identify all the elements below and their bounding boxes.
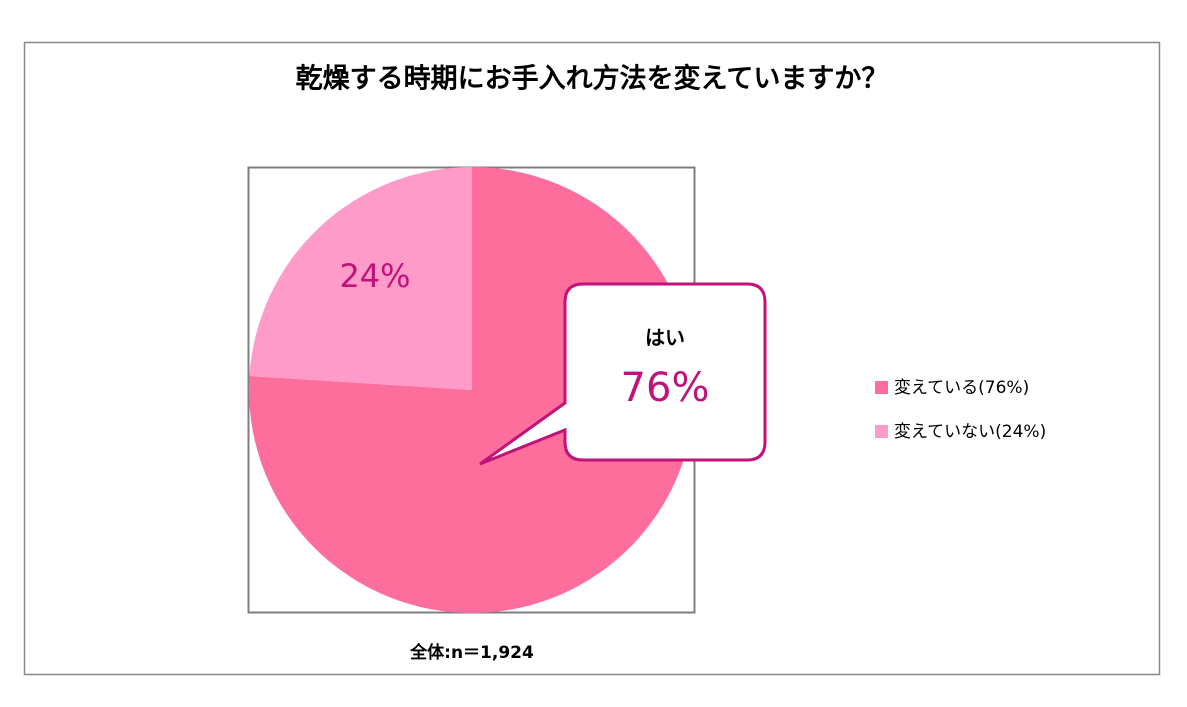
chart-title: 乾燥する時期にお手入れ方法を変えていますか？ [296, 63, 889, 95]
data-label: 24% [339, 257, 410, 295]
legend-swatch [875, 381, 888, 394]
pie-slice [249, 167, 472, 390]
data-label: 76% [621, 365, 710, 411]
legend-label: 変えていない(24%) [894, 422, 1046, 442]
callout-label: はい [645, 326, 685, 350]
note: 全体:n＝1,924 [409, 642, 534, 663]
legend-label: 変えている(76%) [894, 378, 1029, 398]
pie [249, 167, 696, 613]
callout-bubble [479, 282, 767, 466]
legend: 変えている(76%) 変えていない(24%) [875, 378, 1046, 442]
legend-swatch [875, 425, 888, 438]
